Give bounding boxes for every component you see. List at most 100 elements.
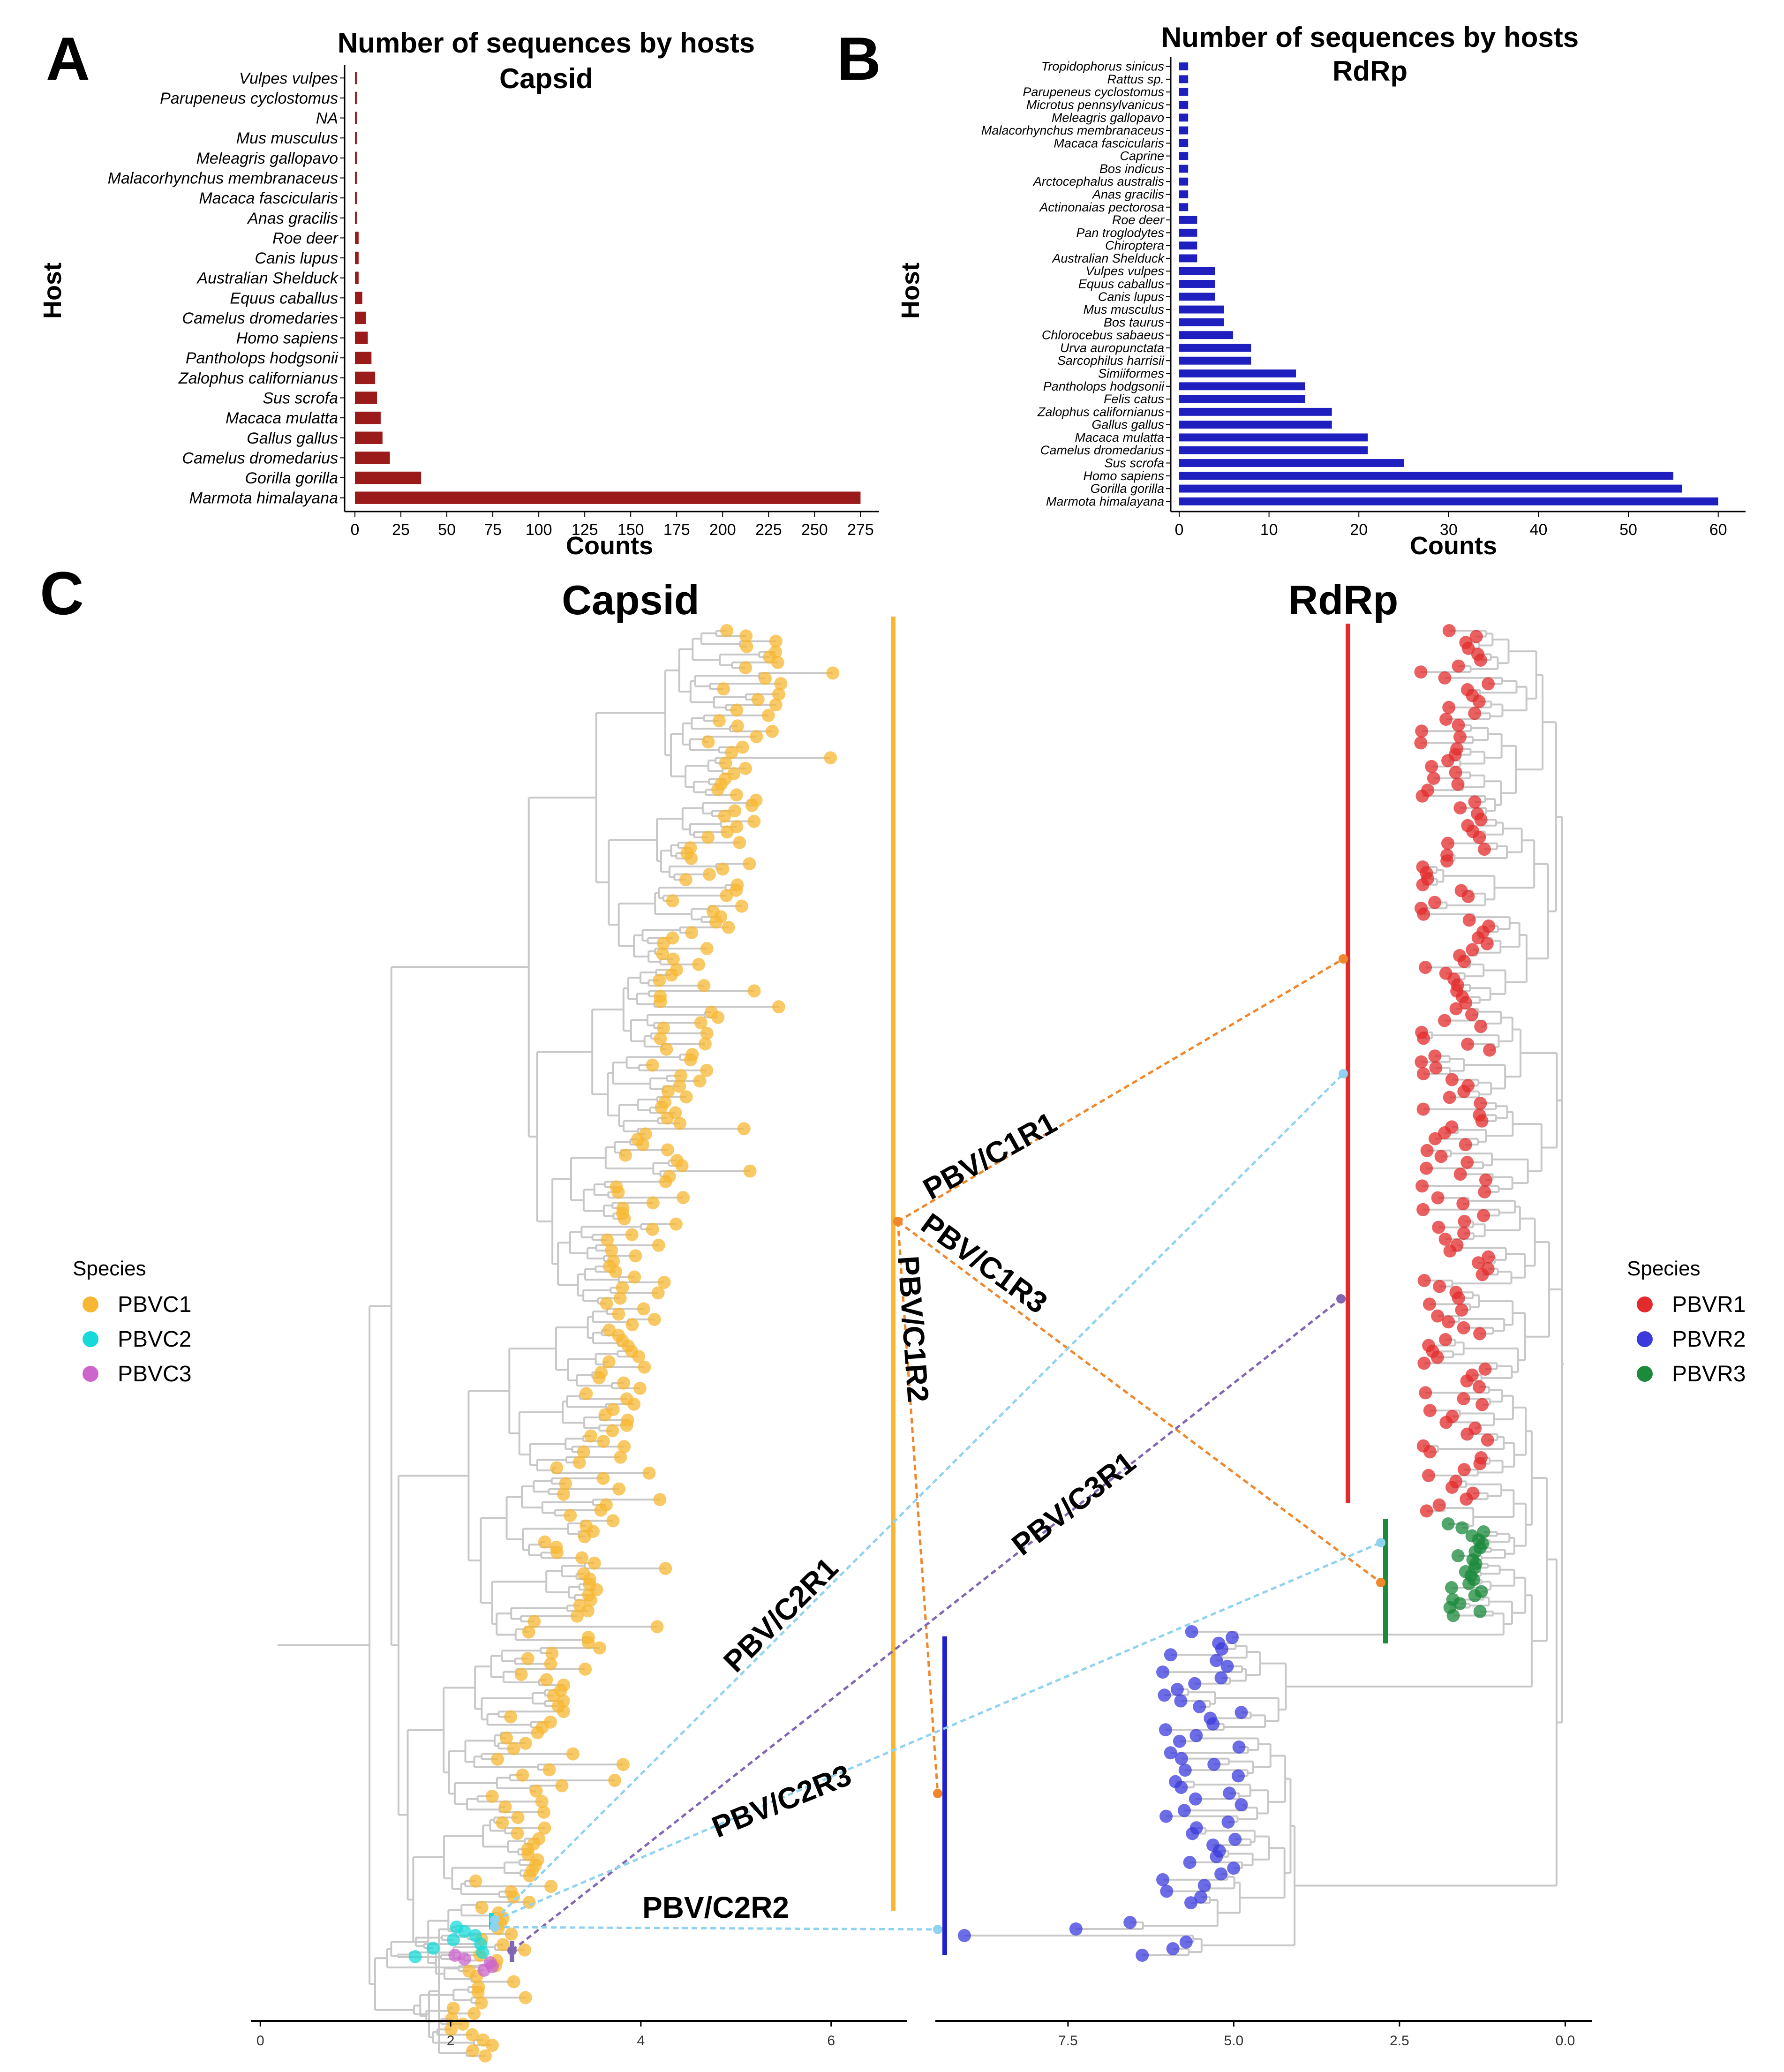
tip-point [507,1890,520,1904]
tip-point [1480,937,1494,950]
x-tick-label: 0 [351,521,360,539]
tip-point [1483,1043,1497,1057]
tip-point [1220,1659,1234,1673]
category-label: Vulpes vulpes [239,69,338,87]
category-label: Camelus dromedarius [182,449,338,467]
tip-point [1472,695,1486,708]
tip-point [1449,766,1462,779]
tip-point [700,1026,714,1040]
tip-point [739,629,753,643]
tip-point [1468,1589,1482,1602]
tip-point [584,1593,597,1607]
capsid-tree [278,624,840,2063]
tip-point [1428,1132,1442,1145]
tip-point [625,1228,639,1242]
tip-point [1189,1729,1203,1742]
tip-point [1475,1398,1489,1411]
category-label: Anas gracilis [1091,188,1164,202]
tip-point [475,1901,489,1914]
tip-point [653,1493,667,1507]
category-label: Camelus dromedarius [1040,443,1164,457]
tip-point [1443,1091,1456,1104]
tip-point [1420,1144,1434,1157]
category-label: Gallus gallus [247,429,338,447]
tip-point [769,634,783,648]
tip-point [1460,1156,1474,1169]
tip-point [730,719,744,733]
tip-point [542,1763,556,1777]
tip-point [1416,1203,1430,1216]
x-tick-label: 50 [438,521,456,539]
bar [355,232,359,244]
tip-point [1214,1867,1228,1881]
bar [1179,318,1224,326]
tip-point [545,1646,559,1660]
tip-point [1123,1916,1137,1929]
tip-point [522,1625,535,1639]
tip-point [743,1164,757,1178]
tip-point [1451,777,1465,791]
tip-point [1164,1648,1177,1662]
association-end-point [1339,1069,1348,1078]
x-tick-label: 10 [1260,521,1278,539]
tip-point [531,1726,544,1740]
tip-point [575,1551,589,1565]
association-line [494,1926,938,1931]
species-legends: Species PBVC1 PBVC2 PBVC3 Species PBVR1 PBVR2 P… [73,1257,1746,1386]
tip-point [1441,836,1454,850]
tip-point [478,2049,492,2063]
tip-point [1432,1498,1446,1512]
tip-point [1430,1350,1444,1364]
association-label: PBV/C2R2 [642,1891,789,1924]
tip-point [609,1265,623,1279]
tip-point [1457,1463,1471,1477]
tip-point [1232,1740,1246,1754]
tip-point [625,1318,639,1332]
tip-point [659,1175,672,1189]
tip-point [570,1609,584,1623]
tip-point [765,724,779,738]
tip-point [1438,671,1452,685]
tip-point [529,1784,543,1798]
tip-point [519,1991,532,2004]
category-label: Macaca fascicularis [199,189,338,207]
tip-point [1482,1250,1495,1264]
bar [355,411,381,424]
tip-point [628,1270,641,1284]
tip-point [1455,1521,1469,1535]
association-end-point [933,1925,942,1934]
tip-point [522,1896,536,1909]
tip-point [617,1758,630,1771]
tip-point [1457,955,1471,968]
tip-point [1473,1605,1487,1618]
tip-point [1185,1625,1198,1638]
tip-point [685,851,698,865]
tip-point [550,1546,564,1560]
tip-point [747,984,761,998]
tip-point [596,1472,610,1485]
legend-swatch [83,1331,98,1347]
tip-point [1459,996,1473,1010]
tip-point [1210,1654,1223,1667]
legend-swatch [83,1296,98,1312]
bar [355,132,357,144]
tip-point [617,1376,631,1390]
tip-point [1472,1256,1485,1270]
category-label: Tropidophorus sinicus [1041,60,1164,74]
category-label: Felis catus [1104,392,1164,406]
tip-point [751,693,765,706]
bar [355,311,366,324]
tip-point [692,957,706,971]
tip-point [1207,1757,1221,1771]
x-tick-label: 100 [526,521,552,539]
tip-point [1481,1433,1494,1447]
tip-point [587,1556,601,1570]
bar [355,431,383,444]
tip-point [618,1148,632,1162]
tip-point [1188,1677,1202,1690]
tip-point [469,1874,482,1888]
tip-point [711,1010,725,1024]
tip-point [557,1487,570,1501]
legend-title: Species [1627,1257,1701,1280]
category-label: Gorilla gorilla [1090,482,1164,496]
